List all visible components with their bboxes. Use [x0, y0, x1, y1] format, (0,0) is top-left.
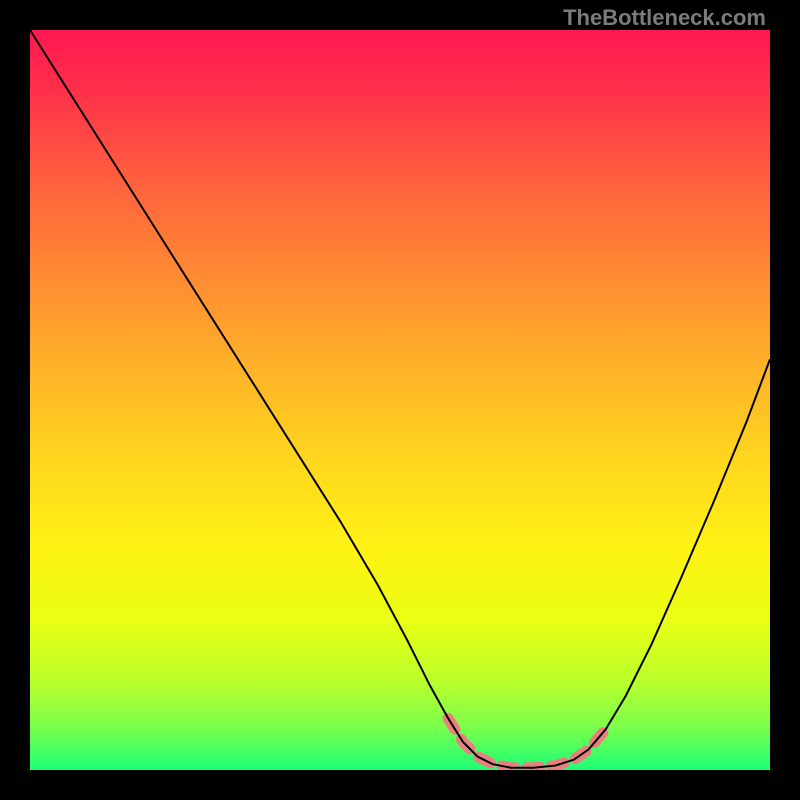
gradient-background	[30, 30, 770, 770]
chart-plot-area	[30, 30, 770, 770]
watermark-text: TheBottleneck.com	[563, 5, 766, 31]
chart-svg-layer	[30, 30, 770, 770]
